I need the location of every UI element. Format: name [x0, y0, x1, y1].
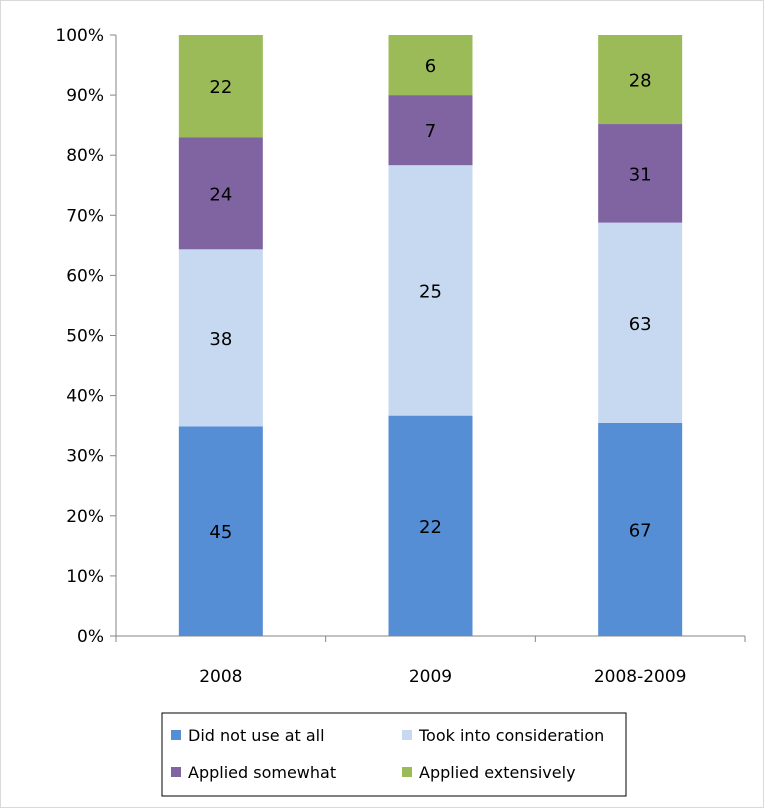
bar-segment-applied-somewhat [388, 95, 473, 166]
y-tick-label: 70% [66, 206, 104, 226]
bar-segment-applied-extensively [388, 35, 473, 96]
y-tick-label: 100% [55, 26, 104, 46]
data-label: 7 [425, 121, 436, 142]
legend-label: Did not use at all [188, 726, 325, 745]
bar-segment-applied-extensively [598, 35, 683, 125]
bar-segment-took-into-consideration [178, 249, 263, 427]
x-tick-label: 2008 [199, 667, 242, 687]
legend-swatch [171, 730, 181, 740]
x-tick-label: 2009 [409, 667, 452, 687]
bar-segment-did-not-use-at-all [178, 426, 263, 636]
y-tick-label: 30% [66, 447, 104, 467]
data-label: 67 [629, 520, 652, 541]
data-label: 31 [629, 164, 652, 185]
x-tick-label: 2008-2009 [594, 667, 687, 687]
y-tick-label: 90% [66, 86, 104, 106]
y-tick-label: 0% [77, 627, 104, 647]
data-labels: 45 38 24 22 22 25 7 6 67 63 31 28 [209, 56, 651, 543]
data-label: 45 [209, 522, 232, 543]
data-label: 22 [209, 77, 232, 98]
bar-segment-took-into-consideration [598, 222, 683, 423]
data-label: 63 [629, 314, 652, 335]
bar-segment-did-not-use-at-all [598, 422, 683, 636]
legend-label: Applied somewhat [188, 763, 336, 782]
bar-segment-applied-somewhat [178, 137, 263, 250]
data-label: 6 [425, 56, 436, 77]
y-tick-label: 40% [66, 387, 104, 407]
y-tick-label: 60% [66, 266, 104, 286]
data-label: 38 [209, 329, 232, 350]
y-tick-label: 50% [66, 327, 104, 347]
legend-label: Applied extensively [419, 763, 576, 782]
legend-label: Took into consideration [418, 726, 604, 745]
data-label: 28 [629, 71, 652, 92]
legend-swatch [402, 767, 412, 777]
data-label: 24 [209, 184, 232, 205]
bar-segment-took-into-consideration [388, 165, 473, 416]
bar-segment-applied-somewhat [598, 124, 683, 223]
bar-segment-applied-extensively [178, 35, 263, 138]
data-label: 22 [419, 517, 442, 538]
y-tick-label: 80% [66, 146, 104, 166]
data-label: 25 [419, 281, 442, 302]
legend-swatch [171, 767, 181, 777]
bars [178, 35, 683, 636]
legend-swatch [402, 730, 412, 740]
bar-segment-did-not-use-at-all [388, 415, 473, 636]
legend: Did not use at all Took into consideratio… [161, 712, 627, 797]
y-tick-label: 20% [66, 507, 104, 527]
axes: 0% 10% 20% 30% 40% 50% 60% 70% 80% 90% 100% 2008 200… [55, 26, 746, 687]
y-tick-label: 10% [66, 567, 104, 587]
legend-box [161, 712, 627, 797]
